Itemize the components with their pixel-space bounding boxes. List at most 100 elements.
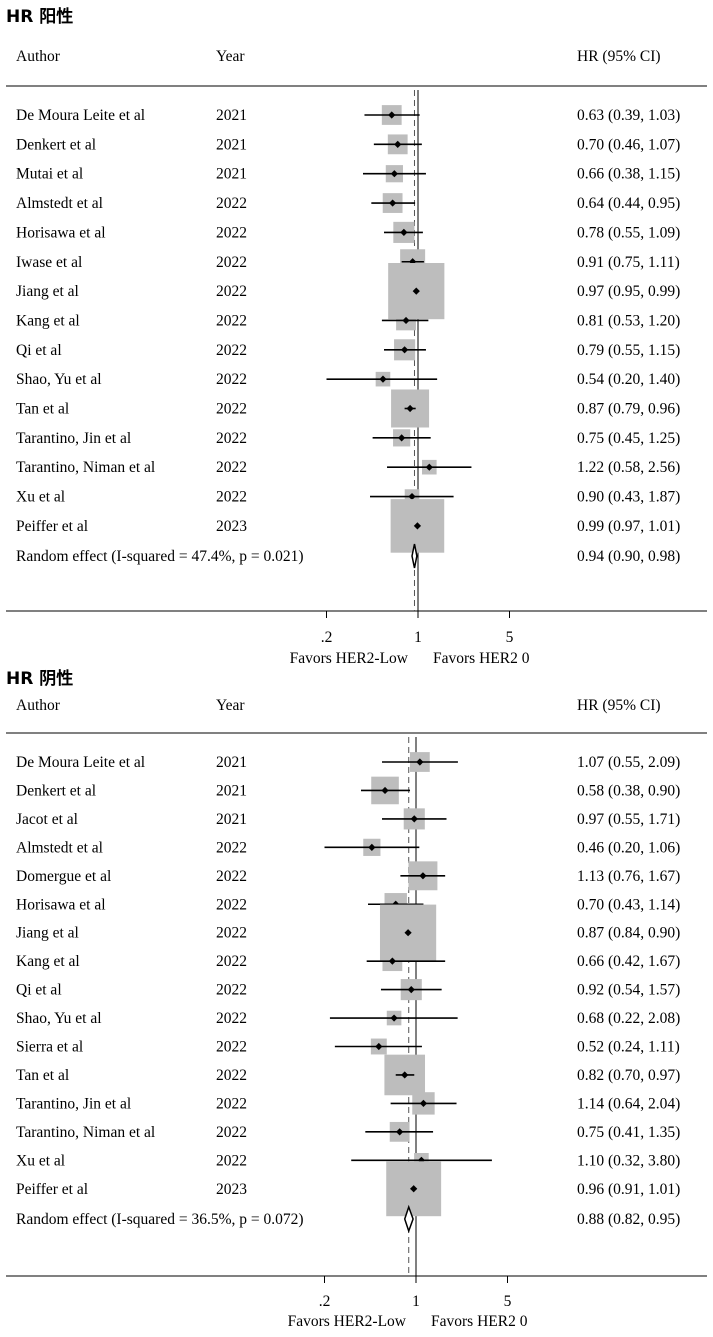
study-year-label: 2022	[216, 430, 247, 447]
study-author-label: Qi et al	[16, 342, 62, 359]
pooled-diamond	[411, 543, 418, 569]
study-point-estimate	[398, 434, 406, 442]
study-hr-ci-label: 0.78 (0.55, 1.09)	[577, 224, 680, 241]
study-author-label: Kang et al	[16, 953, 80, 970]
study-year-label: 2023	[216, 1181, 247, 1198]
x-tick-label: 1	[412, 1293, 420, 1310]
study-author-label: Peiffer et al	[16, 518, 88, 535]
study-hr-ci-label: 0.54 (0.20, 1.40)	[577, 371, 680, 388]
study-point-estimate	[413, 522, 422, 530]
study-point-estimate	[400, 346, 409, 354]
study-author-label: Horisawa et al	[16, 224, 106, 241]
study-hr-ci-label: 0.70 (0.46, 1.07)	[577, 136, 680, 153]
pooled-effect-label: Random effect (I-squared = 36.5%, p = 0.…	[16, 1211, 304, 1228]
study-hr-ci-label: 1.07 (0.55, 2.09)	[577, 754, 680, 771]
study-point-estimate	[392, 900, 400, 908]
study-point-estimate	[425, 463, 433, 471]
study-author-label: Iwase et al	[16, 254, 82, 271]
study-year-label: 2022	[216, 224, 247, 241]
pooled-hr-ci-label: 0.88 (0.82, 0.95)	[577, 1211, 680, 1228]
study-author-label: Shao, Yu et al	[16, 371, 102, 388]
study-author-label: Tan et al	[16, 1067, 69, 1084]
study-author-label: Xu et al	[16, 489, 65, 506]
study-point-estimate	[410, 815, 418, 823]
study-author-label: Denkert et al	[16, 782, 96, 799]
column-header-year: Year	[216, 48, 245, 65]
study-hr-ci-label: 0.90 (0.43, 1.87)	[577, 489, 680, 506]
study-point-estimate	[396, 1128, 404, 1136]
study-author-label: Mutai et al	[16, 166, 83, 183]
study-hr-ci-label: 0.92 (0.54, 1.57)	[577, 982, 680, 999]
study-point-estimate	[390, 170, 398, 178]
study-year-label: 2022	[216, 401, 247, 418]
column-header-author: Author	[16, 48, 61, 65]
study-year-label: 2023	[216, 518, 247, 535]
study-hr-ci-label: 0.46 (0.20, 1.06)	[577, 839, 680, 856]
study-hr-ci-label: 0.70 (0.43, 1.14)	[577, 896, 680, 913]
study-point-estimate	[408, 492, 416, 501]
study-year-label: 2022	[216, 896, 247, 913]
pooled-diamond	[403, 1204, 414, 1234]
study-author-label: Jiang et al	[16, 925, 79, 942]
study-point-estimate	[368, 843, 376, 851]
study-hr-ci-label: 0.91 (0.75, 1.11)	[577, 254, 680, 271]
study-point-estimate	[388, 111, 396, 119]
study-year-label: 2021	[216, 166, 247, 183]
column-header-author: Author	[16, 697, 61, 714]
study-year-label: 2022	[216, 1010, 247, 1027]
study-year-label: 2022	[216, 1067, 247, 1084]
study-year-label: 2021	[216, 107, 247, 124]
study-author-label: Kang et al	[16, 312, 80, 329]
study-point-estimate	[406, 404, 414, 413]
study-year-label: 2022	[216, 254, 247, 271]
study-point-estimate	[410, 1185, 418, 1193]
study-point-estimate	[390, 1014, 398, 1022]
study-author-label: Tan et al	[16, 401, 69, 418]
study-hr-ci-label: 0.64 (0.44, 0.95)	[577, 195, 680, 212]
favors-left-label: Favors HER2-Low	[288, 1313, 407, 1330]
study-year-label: 2022	[216, 1152, 247, 1169]
favors-right-label: Favors HER2 0	[433, 650, 530, 667]
study-year-label: 2022	[216, 982, 247, 999]
study-hr-ci-label: 0.97 (0.95, 0.99)	[577, 283, 680, 300]
column-header-hr-ci: HR (95% CI)	[577, 48, 661, 65]
study-hr-ci-label: 0.87 (0.84, 0.90)	[577, 925, 680, 942]
study-author-label: Sierra et al	[16, 1039, 83, 1056]
study-author-label: Almstedt et al	[16, 195, 103, 212]
study-hr-ci-label: 0.82 (0.70, 0.97)	[577, 1067, 680, 1084]
panel-title: HR 阴性	[6, 668, 73, 689]
study-author-label: Tarantino, Jin et al	[16, 1095, 131, 1112]
study-year-label: 2021	[216, 811, 247, 828]
study-year-label: 2022	[216, 342, 247, 359]
study-point-estimate	[407, 986, 415, 994]
study-point-estimate	[401, 1071, 409, 1079]
study-author-label: Jiang et al	[16, 283, 79, 300]
study-point-estimate	[381, 786, 389, 795]
x-tick-label: 5	[504, 1293, 512, 1310]
study-hr-ci-label: 0.63 (0.39, 1.03)	[577, 107, 680, 124]
study-year-label: 2022	[216, 489, 247, 506]
pooled-hr-ci-label: 0.94 (0.90, 0.98)	[577, 548, 680, 565]
study-year-label: 2021	[216, 754, 247, 771]
study-author-label: Shao, Yu et al	[16, 1010, 102, 1027]
study-hr-ci-label: 1.22 (0.58, 2.56)	[577, 459, 680, 476]
study-author-label: Tarantino, Niman et al	[16, 1124, 155, 1141]
study-year-label: 2022	[216, 371, 247, 388]
column-header-year: Year	[216, 697, 245, 714]
x-tick-label: 5	[506, 629, 514, 646]
x-tick-label: 1	[414, 629, 422, 646]
study-point-estimate	[419, 1099, 428, 1107]
study-point-estimate	[419, 872, 427, 880]
panel-title: HR 阳性	[6, 6, 73, 27]
study-hr-ci-label: 0.99 (0.97, 1.01)	[577, 518, 680, 535]
favors-left-label: Favors HER2-Low	[290, 650, 409, 667]
study-year-label: 2022	[216, 312, 247, 329]
study-hr-ci-label: 0.97 (0.55, 1.71)	[577, 811, 680, 828]
study-author-label: Almstedt et al	[16, 839, 103, 856]
study-point-estimate	[379, 375, 387, 383]
forest-panel-1: HR 阳性 Author Year HR (95% CI) De Moura Leite…	[6, 6, 707, 667]
study-author-label: Xu et al	[16, 1152, 65, 1169]
study-hr-ci-label: 0.66 (0.38, 1.15)	[577, 166, 680, 183]
study-author-label: Tarantino, Jin et al	[16, 430, 131, 447]
